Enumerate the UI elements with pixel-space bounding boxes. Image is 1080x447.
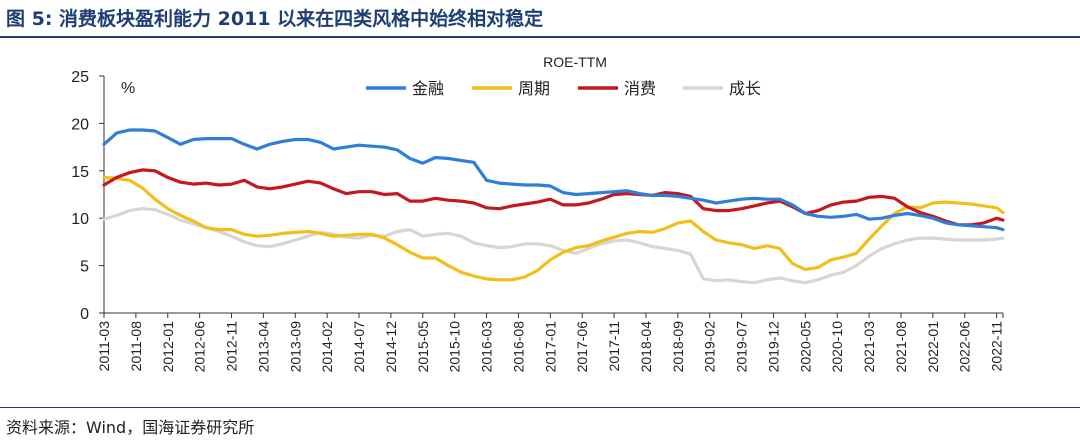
x-tick-label: 2015-10 bbox=[447, 321, 463, 373]
x-tick-label: 2011-03 bbox=[96, 321, 112, 372]
y-tick-label: 20 bbox=[71, 116, 89, 133]
chart-title: ROE-TTM bbox=[543, 54, 607, 70]
x-tick-label: 2014-12 bbox=[383, 321, 399, 373]
legend-label-2: 消费 bbox=[624, 79, 656, 98]
x-axis: 2011-03 2011-08 2012-01 2012-06 2012-11 2013-… bbox=[96, 312, 1005, 373]
x-tick-label: 2011-08 bbox=[128, 321, 144, 372]
x-tick-label: 2020-05 bbox=[797, 321, 813, 373]
x-tick-label: 2019-02 bbox=[702, 321, 718, 373]
footer-divider bbox=[0, 407, 1080, 408]
legend-label-1: 周期 bbox=[518, 79, 550, 98]
y-tick-label: 5 bbox=[80, 259, 89, 276]
x-tick-label: 2012-06 bbox=[192, 321, 208, 373]
legend: 金融 周期 消费 成长 bbox=[366, 79, 761, 98]
x-tick-label: 2018-09 bbox=[670, 321, 686, 373]
x-tick-label: 2014-07 bbox=[351, 321, 367, 373]
title-divider bbox=[0, 36, 1080, 38]
y-tick-label: 0 bbox=[80, 306, 89, 323]
x-tick-label: 2012-01 bbox=[160, 321, 176, 373]
legend-label-3: 成长 bbox=[729, 79, 761, 98]
series-line-2 bbox=[102, 168, 1005, 227]
figure-title: 图 5: 消费板块盈利能力 2011 以来在四类风格中始终相对稳定 bbox=[6, 8, 544, 30]
x-tick-label: 2021-03 bbox=[861, 321, 877, 373]
y-unit-label: % bbox=[121, 80, 135, 97]
x-tick-label: 2014-02 bbox=[319, 321, 335, 373]
series-line-0 bbox=[102, 128, 1005, 232]
y-tick-label: 10 bbox=[71, 211, 89, 228]
x-tick-label: 2016-08 bbox=[510, 321, 526, 373]
x-tick-label: 2020-10 bbox=[829, 321, 845, 373]
x-tick-label: 2016-03 bbox=[479, 321, 495, 373]
x-tick-label: 2017-11 bbox=[606, 321, 622, 372]
y-tick-label: 15 bbox=[71, 164, 89, 181]
series-line-3 bbox=[102, 207, 1005, 285]
y-axis: 0 5 10 15 20 25 bbox=[71, 69, 105, 323]
x-tick-label: 2013-09 bbox=[287, 321, 303, 373]
plot-area bbox=[102, 128, 1005, 285]
x-tick-label: 2022-01 bbox=[925, 321, 941, 373]
x-tick-label: 2021-08 bbox=[893, 321, 909, 373]
y-tick-label: 25 bbox=[71, 69, 89, 86]
x-tick-label: 2019-07 bbox=[734, 321, 750, 373]
x-tick-label: 2018-04 bbox=[638, 321, 654, 373]
x-tick-label: 2019-12 bbox=[765, 321, 781, 373]
x-tick-label: 2017-06 bbox=[574, 321, 590, 373]
x-tick-label: 2012-11 bbox=[224, 321, 240, 372]
legend-label-0: 金融 bbox=[412, 79, 444, 98]
x-tick-label: 2013-04 bbox=[255, 321, 271, 373]
x-tick-label: 2015-05 bbox=[415, 321, 431, 373]
series-line-1 bbox=[102, 175, 1005, 282]
x-tick-label: 2017-01 bbox=[542, 321, 558, 373]
source-note: 资料来源：Wind，国海证券研究所 bbox=[6, 418, 255, 437]
x-tick-label: 2022-06 bbox=[957, 321, 973, 373]
x-tick-label: 2022-11 bbox=[989, 321, 1005, 372]
